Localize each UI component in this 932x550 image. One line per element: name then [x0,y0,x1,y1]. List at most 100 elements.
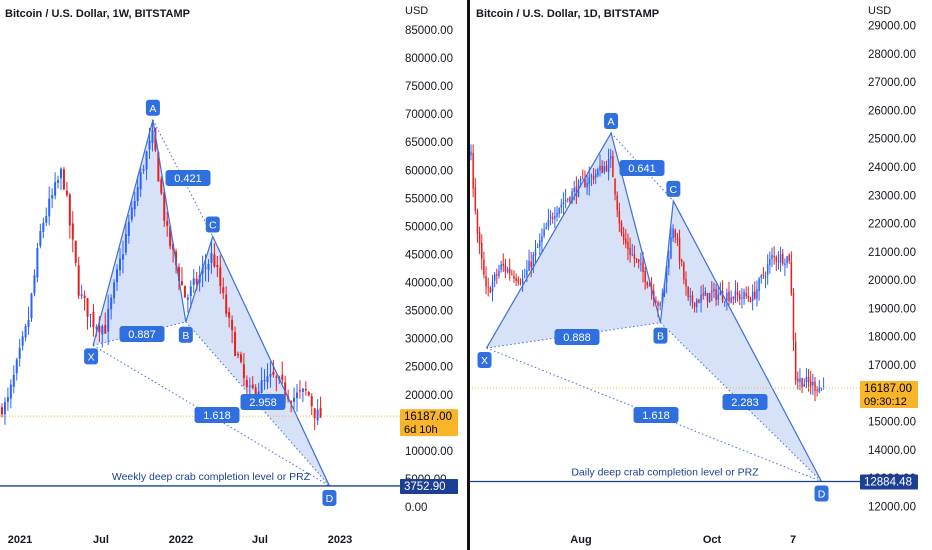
candle-body [210,253,213,263]
candle-body [474,187,477,211]
candle-body [678,237,681,262]
candle-body [640,263,642,265]
candle-body [734,290,737,301]
y-tick-label: 35000.00 [405,306,453,318]
candle-body [670,237,672,259]
candle-body [816,389,818,391]
candle-body [234,332,237,356]
candle-body [136,187,139,201]
candle-body [101,326,104,335]
candle-body [680,260,683,263]
candle-body [493,274,496,281]
candle-body [517,279,520,283]
candle-body [676,238,679,240]
x-tick-label: 7 [790,534,796,546]
candle-body [481,242,483,259]
candle-body [784,263,786,265]
candle-body [792,292,795,341]
y-tick-label: 65000.00 [405,137,453,149]
point-label-a: A [608,116,615,128]
candle-body [534,249,537,256]
point-label-box-a [145,99,160,116]
candle-body [586,182,588,188]
candle-body [803,383,805,387]
y-tick-label: 55000.00 [405,193,453,205]
candle-body [807,376,810,383]
candle-body [644,271,646,282]
last-price-tag [400,409,458,437]
prz-annotation: Weekly deep crab completion level or PRZ [112,471,311,483]
candle-body [601,165,603,174]
candle-body [160,179,163,194]
x-tick-label: Jul [252,534,268,546]
candle-body [706,293,709,302]
ratio-label-box [165,170,211,186]
candle-body [472,152,474,189]
pattern-fill-xab [486,133,661,349]
candle-body [631,254,633,256]
candle-body [777,261,780,263]
prz-level-value: 12884.48 [864,476,912,488]
candle-body [237,353,239,356]
candle-body [541,236,543,243]
candle-body [696,299,698,308]
candle-body [584,178,586,187]
point-label-d: D [326,493,334,505]
candle-body [21,336,24,346]
candle-body [310,396,313,407]
ratio-label: 2.283 [731,397,759,409]
candle-body [124,234,127,253]
candle-body [594,173,597,178]
candle-body [62,169,65,190]
candle-body [726,293,728,301]
candle-body [567,198,569,200]
candle-body [668,258,670,268]
candle-body [743,291,745,300]
candle-body [24,326,27,338]
candle-body [661,293,664,304]
candle-body [616,195,618,210]
weekly-chart-panel[interactable]: Bitcoin / U.S. Dollar, 1W, BITSTAMP USD 85… [0,5,458,546]
point-label-x: X [481,355,488,367]
candle-body [685,279,687,287]
ratio-label: 0.887 [128,329,156,341]
candle-body [646,282,649,285]
candle-body [92,311,95,328]
candle-body [554,216,556,219]
candle-body [248,385,251,387]
candle-body [148,140,151,150]
daily-chart-panel[interactable]: Bitcoin / U.S. Dollar, 1D, BITSTAMP USD 29… [469,5,918,546]
candle-body [130,207,133,220]
point-label-a: A [149,103,156,115]
candle-body [625,238,627,244]
candle-body [524,276,526,278]
point-label-box-d [814,485,829,502]
candle-body [225,294,228,314]
candle-body [741,297,743,299]
candle-body [573,187,575,192]
ratio-label-box [554,329,600,345]
point-label-box-b [653,327,668,344]
candle-body [281,374,284,380]
candle-body [319,407,322,418]
ratio-label: 1.618 [642,410,670,422]
y-tick-label: 20000.00 [405,390,453,402]
candle-body [36,248,39,278]
candle-body [764,276,767,278]
y-tick-label: 75000.00 [405,81,453,93]
candle-body [790,262,793,295]
candle-body [579,179,582,182]
candle-body [121,254,124,260]
candle-body [556,212,558,217]
candle-body [754,291,756,299]
candle-body [133,201,136,210]
candle-body [590,175,593,177]
y-tick-label: 19000.00 [868,303,916,315]
candle-body [284,382,287,396]
candle-body [794,341,797,381]
candle-body [528,260,530,271]
candle-body [622,233,625,241]
candle-body [98,325,101,333]
candle-body [485,275,487,287]
